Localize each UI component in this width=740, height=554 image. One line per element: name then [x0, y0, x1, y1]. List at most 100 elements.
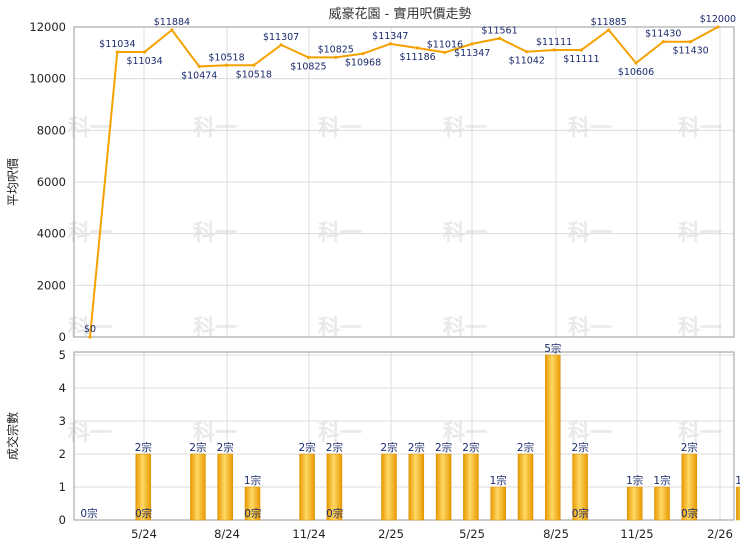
- x-tick-label: 8/25: [543, 527, 569, 541]
- price-point: [525, 50, 529, 54]
- price-point: [552, 48, 556, 52]
- volume-bar: [681, 453, 698, 521]
- x-tick-label: 11/25: [620, 527, 653, 541]
- volume-bar-label: 2宗: [217, 441, 234, 454]
- volume-bar: [217, 453, 233, 521]
- price-point: [197, 64, 201, 69]
- price-point-label: $11186: [399, 52, 435, 63]
- y-tick-label: 2: [59, 447, 66, 461]
- price-point-label: $11034: [126, 56, 162, 67]
- x-tick-label: 2/26: [707, 527, 733, 541]
- price-point-label: $10825: [290, 61, 326, 72]
- price-point: [661, 40, 665, 44]
- bar-chart-y-axis: 0 1 2 3 4 5: [59, 348, 66, 527]
- price-point-label: $11430: [645, 29, 681, 40]
- watermark-text: 科一: [68, 421, 112, 446]
- volume-bar-label: 2宗: [299, 441, 316, 454]
- volume-bar-label: 1宗: [653, 474, 670, 487]
- volume-bar-label: 2宗: [189, 441, 206, 454]
- volume-bar: [326, 453, 343, 521]
- price-point: [388, 42, 392, 46]
- volume-bar-label: 1宗: [490, 474, 507, 487]
- price-point: [279, 43, 283, 47]
- y-tick-label: 2000: [37, 278, 66, 292]
- volume-bar: [572, 453, 588, 521]
- price-point: [689, 40, 693, 44]
- watermark-text: 科一: [568, 116, 612, 141]
- watermark-text: 科一: [193, 116, 237, 141]
- y-tick-label: 1: [59, 480, 66, 494]
- volume-bar-label: 2宗: [408, 441, 425, 454]
- line-chart-points: $0 $11034 $11034 $11884 $10474 $10518 $10518 $1…: [84, 14, 736, 339]
- x-tick-label: 11/24: [292, 527, 325, 541]
- y-tick-label: 6000: [37, 175, 66, 189]
- volume-bar-label: 0宗: [326, 507, 343, 520]
- x-tick-label: 2/25: [378, 527, 404, 541]
- price-point-label: $12000: [700, 14, 736, 25]
- y-tick-label: 8000: [37, 123, 66, 137]
- watermark-text: 科一: [68, 116, 112, 141]
- price-point-label: $11016: [427, 39, 463, 50]
- volume-bar-label: 2宗: [326, 441, 343, 454]
- volume-bar-label: 1宗: [735, 474, 740, 487]
- bar-chart-y-label: 成交宗數: [5, 412, 20, 460]
- volume-bar: [381, 453, 397, 521]
- price-point-label: $11111: [563, 54, 599, 65]
- y-tick-label: 12000: [29, 20, 66, 34]
- volume-bar: [736, 486, 740, 521]
- volume-bar-label: 5宗: [544, 342, 561, 355]
- volume-bar-label: 0宗: [80, 507, 97, 520]
- price-point: [361, 52, 365, 56]
- volume-bar-label: 2宗: [380, 441, 397, 454]
- x-tick-label: 8/24: [214, 527, 240, 541]
- line-chart-y-axis: 0 2000 4000 6000 8000 10000 12000: [29, 20, 66, 344]
- volume-bar-label: 0宗: [572, 507, 589, 520]
- price-point: [497, 36, 502, 40]
- price-point: [170, 28, 174, 32]
- price-point: [88, 335, 92, 339]
- volume-bar-label: 2宗: [135, 441, 152, 454]
- watermark-text: 科一: [678, 421, 722, 446]
- volume-bar: [244, 486, 261, 521]
- price-point-label: $10606: [618, 67, 654, 78]
- price-point-label: $11347: [454, 48, 490, 59]
- y-tick-label: 5: [59, 348, 66, 362]
- price-point: [579, 48, 584, 52]
- y-tick-label: 4: [59, 381, 66, 395]
- x-tick-label: 5/24: [131, 527, 157, 541]
- watermark-text: 科一: [568, 421, 612, 446]
- volume-bar: [517, 453, 534, 521]
- y-tick-label: 10000: [29, 72, 66, 86]
- y-tick-label: 0: [59, 513, 66, 527]
- watermark-text: 科一: [318, 421, 362, 446]
- price-point-label: $0: [84, 324, 96, 335]
- price-point-label: $10474: [181, 70, 217, 81]
- volume-bar-label: 2宗: [681, 441, 698, 454]
- price-point: [143, 50, 147, 54]
- price-point: [634, 61, 638, 65]
- price-point: [443, 50, 447, 55]
- volume-bar: [626, 486, 643, 521]
- volume-bar: [435, 453, 452, 521]
- price-point-label: $11111: [536, 37, 572, 48]
- y-tick-label: 4000: [37, 227, 66, 241]
- volume-bar-label: 1宗: [244, 474, 261, 487]
- volume-bar: [545, 354, 561, 521]
- volume-bar-label: 0宗: [681, 507, 698, 520]
- volume-bar: [463, 453, 479, 521]
- price-point-label: $11307: [263, 32, 299, 43]
- volume-bar-label: 0宗: [244, 507, 261, 520]
- volume-bar: [654, 486, 670, 521]
- watermark-text: 科一: [193, 421, 237, 446]
- x-tick-label: 5/25: [459, 527, 485, 541]
- bar-chart-frame: [73, 351, 735, 521]
- price-point-label: $10518: [208, 52, 244, 63]
- price-line: [89, 26, 719, 338]
- price-point: [470, 42, 474, 46]
- line-chart-frame: [73, 26, 735, 338]
- price-point-label: $10825: [318, 44, 354, 55]
- volume-bar: [408, 453, 425, 521]
- price-point: [115, 50, 119, 54]
